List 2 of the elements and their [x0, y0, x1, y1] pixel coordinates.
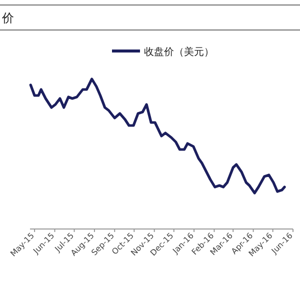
legend-label: 收盘价（美元） — [144, 46, 214, 58]
chart-title: 价 — [1, 11, 14, 25]
